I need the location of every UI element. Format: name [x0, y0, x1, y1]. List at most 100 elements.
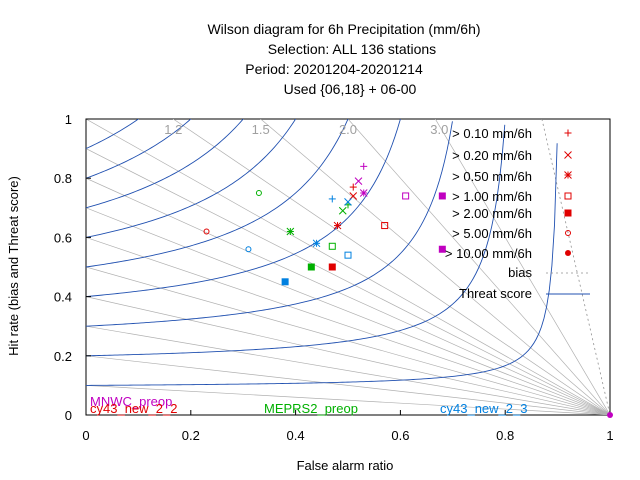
legend-mark-6	[565, 250, 571, 256]
bias-line-0.4	[86, 296, 610, 415]
point-3-4-shape	[281, 278, 289, 286]
threat-curve-0.3	[86, 121, 453, 327]
legend-label-0.20: > 0.20 mm/6h	[452, 148, 532, 163]
legend-mark-3-shape	[564, 192, 572, 200]
x-axis-label: False alarm ratio	[297, 458, 394, 473]
point-3-3-shape	[344, 251, 352, 259]
legend-mark-5	[565, 230, 571, 236]
point-1-3-shape	[381, 222, 389, 230]
chart-title-line-2: Selection: ALL 136 stations	[268, 41, 436, 57]
chart-title-line-3: Period: 20201204-20201214	[245, 61, 423, 77]
point-3-2-stroke	[312, 239, 321, 248]
point-3-4	[281, 278, 289, 286]
y-tick-label-0.8: 0.8	[54, 171, 72, 186]
y-tick-label-0: 0	[65, 408, 72, 423]
point-origin-circle	[607, 412, 613, 418]
point-0-1-stroke	[354, 177, 363, 186]
point-0-0	[360, 162, 368, 170]
y-axis-label: Hit rate (bias and Threat score)	[6, 176, 21, 356]
point-2-5-shape	[255, 190, 262, 196]
point-1-2-stroke	[333, 221, 342, 230]
threat-curve-0.6	[86, 119, 297, 238]
point-3-5-shape	[245, 246, 252, 253]
point-2-1	[338, 206, 347, 215]
point-2-3	[328, 242, 336, 250]
threat-curve-0.7	[86, 119, 244, 209]
bias-line-0.3	[86, 325, 610, 415]
bias-line-1.5	[260, 119, 610, 415]
bias-diagonal-line	[541, 119, 610, 415]
point-1-2	[333, 221, 342, 230]
point-mnwc-square	[438, 245, 446, 253]
x-tick-label-0.4: 0.4	[287, 428, 305, 443]
legend-mark-4	[564, 209, 572, 217]
bias-label-1.2: 1.2	[164, 122, 182, 137]
bias-line-0.9	[86, 148, 610, 415]
model-label-meprs2: MEPRS2_preop	[264, 401, 358, 416]
point-3-0	[328, 195, 336, 203]
legend-label-5.00: > 5.00 mm/6h	[452, 226, 532, 241]
point-origin-circle-shape	[607, 412, 613, 418]
y-tick-label-0.2: 0.2	[54, 349, 72, 364]
point-mnwc-square-shape	[438, 245, 446, 253]
point-1-3	[381, 222, 389, 230]
bias-line-0.8	[86, 177, 610, 415]
point-2-1-stroke	[338, 206, 347, 215]
legend-label-10.00: > 10.00 mm/6h	[445, 246, 532, 261]
point-2-4-shape	[307, 263, 315, 271]
bias-line-2	[347, 119, 610, 415]
point-0-2	[359, 189, 368, 197]
data-points	[203, 162, 613, 418]
legend-label-1.00: > 1.00 mm/6h	[452, 189, 532, 204]
legend-label-0.50: > 0.50 mm/6h	[452, 169, 532, 184]
point-2-2	[286, 227, 295, 236]
point-0-4-shape	[438, 192, 446, 200]
point-3-5	[245, 246, 252, 253]
model-label-cy43-2-2: cy43_new_2_2	[90, 401, 177, 416]
model-label-mnwc: MNWC_preop	[90, 394, 172, 409]
legend-mark-2	[564, 171, 572, 179]
bias-label-2: 2.0	[339, 122, 357, 137]
point-1-4-shape	[328, 263, 336, 271]
point-0-1	[354, 177, 363, 186]
x-tick-label-0: 0	[82, 428, 89, 443]
legend-mark-4-shape	[564, 209, 572, 217]
x-tick-label-0.2: 0.2	[182, 428, 200, 443]
bias-lines	[86, 119, 610, 415]
bias-line-0.7	[86, 207, 610, 415]
threat-curve-0.5	[86, 119, 349, 268]
legend-label-bias: bias	[508, 265, 532, 280]
threat-curve-0.4	[86, 119, 401, 298]
threat-score-curves	[86, 119, 558, 386]
chart-title-line-1: Wilson diagram for 6h Precipitation (mm/…	[207, 21, 480, 37]
y-tick-label-0.4: 0.4	[54, 290, 72, 305]
legend-mark-0	[564, 129, 572, 137]
point-2-3-shape	[328, 242, 336, 250]
point-1-4	[328, 263, 336, 271]
model-label-cy43-2-3: cy43_new_2_3	[440, 401, 527, 416]
chart-title-line-4: Used {06,18} + 06-00	[284, 81, 417, 97]
legend-marks	[546, 129, 590, 295]
bias-label-1.5: 1.5	[252, 122, 270, 137]
legend-label-threat: Threat score	[459, 286, 532, 301]
bias-line-0.6	[86, 237, 610, 415]
threat-curve-0.1	[86, 143, 558, 386]
bias-labels: 1.2 1.5 2.0 3.0	[164, 122, 448, 137]
point-3-1-stroke	[344, 198, 352, 206]
point-2-4	[307, 263, 315, 271]
y-tick-label-0.6: 0.6	[54, 230, 72, 245]
point-1-5	[203, 228, 210, 235]
bias-label-3: 3.0	[430, 122, 448, 137]
point-3-2	[312, 239, 321, 248]
bias-line-3	[434, 119, 610, 415]
legend-mark-2-stroke	[564, 171, 572, 179]
threat-curve-0.8	[86, 119, 192, 179]
x-tick-label-0.6: 0.6	[391, 428, 409, 443]
point-0-3-shape	[402, 192, 410, 200]
legend-mark-3	[564, 192, 572, 200]
x-tick-label-1: 1	[606, 428, 613, 443]
threat-curve-0.9	[86, 119, 140, 150]
y-tick-label-1: 1	[65, 112, 72, 127]
